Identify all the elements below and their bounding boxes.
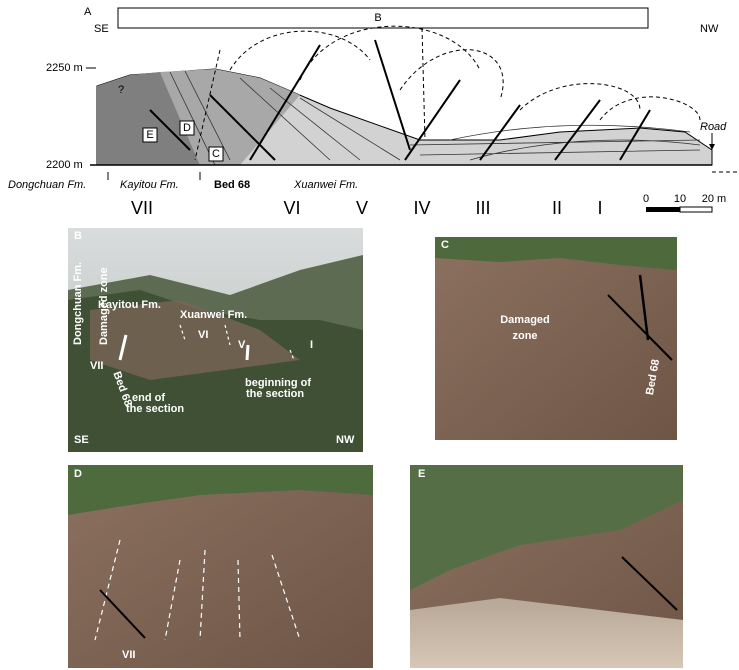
decoration — [209, 94, 276, 161]
section-number: VI — [283, 198, 300, 218]
decoration — [179, 120, 195, 136]
decoration — [435, 237, 677, 440]
section-number: I — [597, 198, 602, 218]
section-number: I — [310, 339, 313, 351]
decoration — [229, 25, 701, 121]
kayitou-unit — [160, 69, 300, 165]
section-number: II — [552, 198, 562, 218]
note: the section — [126, 403, 184, 415]
elevation: 2200 m — [46, 159, 83, 171]
scale-label: 20 m — [702, 193, 726, 205]
decoration — [479, 104, 521, 161]
formation: Kayitou Fm. — [120, 179, 179, 191]
section-number: VII — [131, 198, 153, 218]
road-label: Road — [700, 121, 727, 133]
decoration — [249, 44, 321, 161]
decoration — [638, 274, 650, 341]
decoration — [194, 49, 221, 161]
decoration — [374, 39, 411, 151]
zone-label: zone — [512, 330, 537, 342]
formation: Kayitou Fm. — [98, 299, 161, 311]
section-number: VII — [122, 649, 135, 661]
elevation: 2250 m — [46, 62, 83, 74]
section-number: VII — [90, 360, 103, 372]
box-label: B — [374, 12, 381, 24]
bed-label: Bed 68 — [214, 179, 250, 191]
note: end of — [132, 392, 165, 404]
question-mark: ? — [118, 84, 124, 96]
note: beginning of — [245, 377, 311, 389]
decoration — [149, 39, 651, 161]
decoration — [149, 109, 191, 151]
decoration — [410, 598, 683, 668]
decoration — [289, 349, 295, 361]
scale-label: 10 — [674, 193, 686, 205]
dongchuan-unit — [97, 72, 200, 165]
section-box — [117, 7, 649, 29]
decoration — [208, 146, 224, 162]
decoration — [554, 99, 601, 161]
direction: NW — [700, 23, 719, 35]
section-number: VI — [198, 329, 208, 341]
panel-label: B — [74, 230, 82, 242]
section-number: V — [238, 339, 246, 351]
decoration — [709, 144, 715, 150]
decoration — [199, 549, 206, 641]
panel-label: E — [418, 468, 425, 480]
decoration — [435, 237, 677, 270]
decoration — [404, 79, 461, 161]
decoration — [421, 27, 426, 141]
section-number: V — [356, 198, 368, 218]
direction: NW — [336, 434, 355, 446]
panel-e: E — [410, 465, 683, 668]
decoration — [142, 127, 158, 143]
decoration — [621, 556, 678, 611]
panel-label: D — [74, 468, 82, 480]
box-ref: E — [146, 129, 153, 141]
decoration — [68, 465, 373, 515]
decoration — [179, 324, 186, 341]
panel-b: B Dongchuan Fm. Kayitou Fm. Damaged zone… — [68, 228, 363, 452]
decoration — [245, 344, 250, 361]
zone-label: Damaged zone — [98, 267, 110, 345]
panel-a: A B SE NW 2250 m 2200 m ? E D C Road Don… — [8, 6, 739, 218]
direction: SE — [94, 23, 109, 35]
decoration — [410, 465, 683, 590]
panel-label: C — [441, 239, 449, 251]
panel-c: C Damaged zone Bed 68 — [435, 237, 677, 440]
formation: Xuanwei Fm. — [293, 179, 358, 191]
decoration — [619, 109, 651, 161]
decoration — [118, 334, 128, 361]
decoration — [164, 559, 181, 641]
decoration — [271, 554, 301, 641]
section-number: III — [475, 198, 490, 218]
panel-label: A — [84, 6, 92, 18]
decoration — [237, 559, 241, 641]
decoration — [607, 294, 673, 361]
decoration — [94, 539, 301, 641]
direction: SE — [74, 434, 89, 446]
box-ref: C — [212, 148, 220, 160]
scale-label: 0 — [643, 193, 649, 205]
box-ref: D — [183, 122, 191, 134]
decoration — [179, 324, 295, 361]
decoration — [94, 539, 121, 641]
formation: Dongchuan Fm. — [8, 179, 86, 191]
panel-d: D VII — [68, 465, 373, 668]
decoration — [646, 207, 680, 212]
decoration — [679, 206, 713, 213]
note: the section — [246, 388, 304, 400]
decoration — [99, 589, 146, 639]
decoration — [194, 25, 701, 161]
section-number: IV — [413, 198, 430, 218]
formation: Dongchuan Fm. — [72, 262, 84, 345]
zone-label: Damaged — [500, 314, 550, 326]
formation: Xuanwei Fm. — [180, 309, 247, 321]
